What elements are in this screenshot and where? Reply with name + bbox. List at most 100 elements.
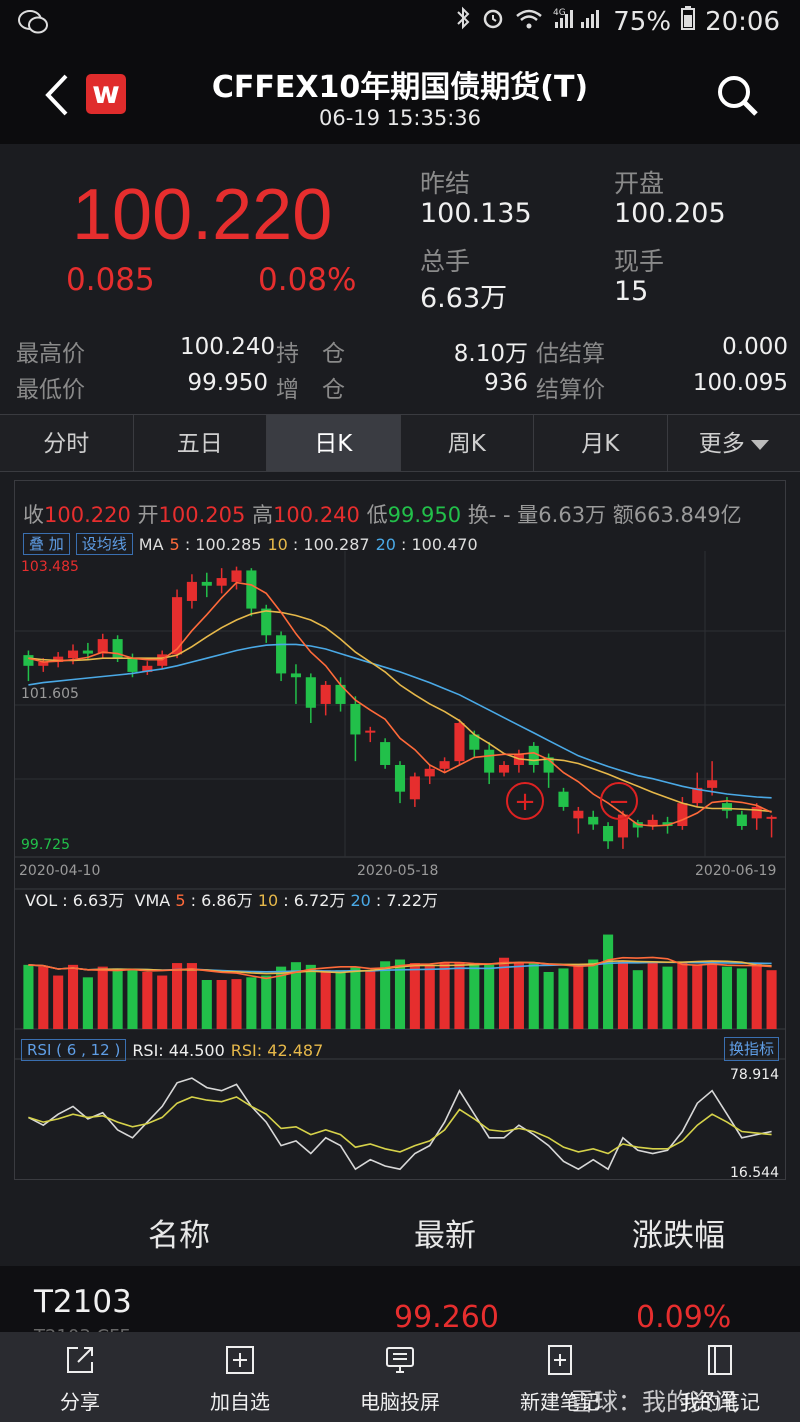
- ma20-value: 100.470: [411, 534, 478, 554]
- candle-body: [290, 673, 302, 678]
- volume-bar: [157, 975, 168, 1029]
- volume-bar: [588, 959, 599, 1029]
- add-square-icon: [226, 1346, 254, 1374]
- date-start-label: 2020-04-10: [19, 863, 101, 879]
- period-tabs: 分时 五日 日K 周K 月K 更多: [0, 414, 800, 472]
- zoom-out-button[interactable]: [600, 782, 638, 820]
- add-watchlist-button[interactable]: 加自选: [160, 1332, 320, 1422]
- oi-change-value: 936: [484, 370, 528, 396]
- rsi12-label: RSI:: [230, 1040, 263, 1060]
- volume-bar: [380, 961, 391, 1029]
- volume-bar: [201, 980, 212, 1029]
- share-button[interactable]: 分享: [0, 1332, 160, 1422]
- settle-value: 100.095: [692, 370, 788, 396]
- share-label: 分享: [60, 1390, 100, 1414]
- tab-weekly-k[interactable]: 周K: [400, 415, 534, 471]
- chevron-down-icon: [750, 439, 769, 450]
- col-latest: 最新: [414, 1218, 476, 1254]
- candle-body: [216, 578, 227, 586]
- candle-body: [588, 816, 599, 825]
- kline-chart-area[interactable]: 收100.220 开100.205 高100.240 低99.950 换- - …: [14, 480, 786, 1181]
- tab-more[interactable]: 更多: [667, 415, 800, 471]
- candle-body: [394, 764, 406, 792]
- switch-indicator-button[interactable]: 换指标: [723, 1037, 779, 1061]
- candle-body: [335, 684, 346, 704]
- add-watchlist-label: 加自选: [210, 1390, 270, 1414]
- volume-bar: [513, 963, 524, 1029]
- candle-body: [380, 742, 391, 765]
- low-label: 最低价: [16, 377, 85, 403]
- candle-body: [365, 730, 376, 733]
- candle-body: [231, 570, 242, 582]
- candle-body: [142, 665, 153, 672]
- battery-percent: 75%: [613, 6, 672, 37]
- rsi12-value: 42.487: [267, 1040, 324, 1060]
- tab-daily-k[interactable]: 日K: [267, 415, 401, 471]
- new-note-button[interactable]: 新建笔记: [480, 1332, 640, 1422]
- candle-body: [67, 650, 79, 659]
- back-button[interactable]: [40, 70, 80, 120]
- vma5-label: 5: [175, 891, 186, 910]
- close-label: 收: [23, 503, 44, 527]
- tab-intraday[interactable]: 分时: [0, 415, 134, 471]
- candle-body: [439, 761, 450, 769]
- candle-body: [692, 787, 703, 804]
- volume-legend: VOL : 6.63万 VMA 5 : 6.86万 10 : 6.72万 20 …: [25, 891, 439, 910]
- tab-five-day[interactable]: 五日: [133, 415, 267, 471]
- candle-body: [469, 734, 480, 750]
- new-note-label: 新建笔记: [520, 1390, 600, 1414]
- amount-value: 663.849亿: [633, 503, 742, 527]
- volume-bar: [632, 970, 643, 1029]
- new-note-icon: [548, 1345, 572, 1375]
- volume-bar: [186, 963, 197, 1029]
- candle-body: [23, 655, 34, 666]
- rsi-params-button[interactable]: RSI ( 6 , 12 ): [21, 1039, 127, 1061]
- candle-body: [603, 826, 614, 842]
- search-icon[interactable]: [714, 72, 760, 118]
- my-notes-button[interactable]: 我的笔记: [640, 1332, 800, 1422]
- bottom-toolbar: 分享 加自选 电脑投屏 新建笔记 我的笔记: [0, 1332, 800, 1422]
- volume-bar: [528, 963, 539, 1029]
- vma10-label: 10: [257, 891, 279, 910]
- volume-bar: [231, 979, 242, 1029]
- set-ma-button[interactable]: 设均线: [75, 533, 133, 555]
- vma5-line: [28, 956, 772, 980]
- volume-bar: [751, 963, 762, 1029]
- rsi6-label: RSI:: [132, 1040, 164, 1060]
- vol-value: 6.63万: [72, 891, 125, 910]
- bluetooth-icon: [455, 6, 471, 37]
- zoom-in-button[interactable]: [506, 782, 544, 820]
- volume-bar: [350, 966, 361, 1029]
- list-item[interactable]: T2103 T2103.CFF 99.260 0.09%: [0, 1266, 800, 1347]
- high-value: 100.240: [180, 334, 276, 360]
- last-price: 100.220: [72, 175, 333, 255]
- ma20-label: 20: [375, 534, 396, 554]
- volume-bar: [394, 959, 406, 1029]
- amount-label: 额: [612, 503, 634, 527]
- app-logo[interactable]: w: [86, 74, 126, 114]
- screen-cast-button[interactable]: 电脑投屏: [320, 1332, 480, 1422]
- ma5-value: 100.285: [195, 534, 262, 554]
- tab-monthly-k[interactable]: 月K: [534, 415, 668, 471]
- open-value: 100.205: [614, 198, 726, 229]
- volume-bar: [246, 977, 257, 1029]
- candle-body: [647, 819, 658, 827]
- candle-body: [246, 570, 257, 609]
- oi-change-label: 增 仓: [276, 377, 345, 403]
- candle-body: [677, 803, 688, 827]
- ma10-line: [28, 610, 772, 813]
- vol-label: 量: [517, 503, 539, 527]
- candle-body: [53, 656, 64, 662]
- candle-body: [172, 597, 183, 655]
- volume-bar: [662, 966, 673, 1029]
- battery-icon: [681, 6, 696, 37]
- kline-chart[interactable]: + −: [15, 481, 785, 1179]
- svg-text:4G: 4G: [553, 8, 566, 18]
- turnover-value: - -: [488, 503, 511, 527]
- candle-body: [707, 780, 718, 788]
- wechat-icon: [18, 9, 48, 42]
- notebook-icon: [708, 1345, 732, 1375]
- open-label: 开盘: [614, 169, 665, 198]
- overlay-button[interactable]: 叠 加: [23, 533, 70, 555]
- volume-bar: [335, 970, 346, 1029]
